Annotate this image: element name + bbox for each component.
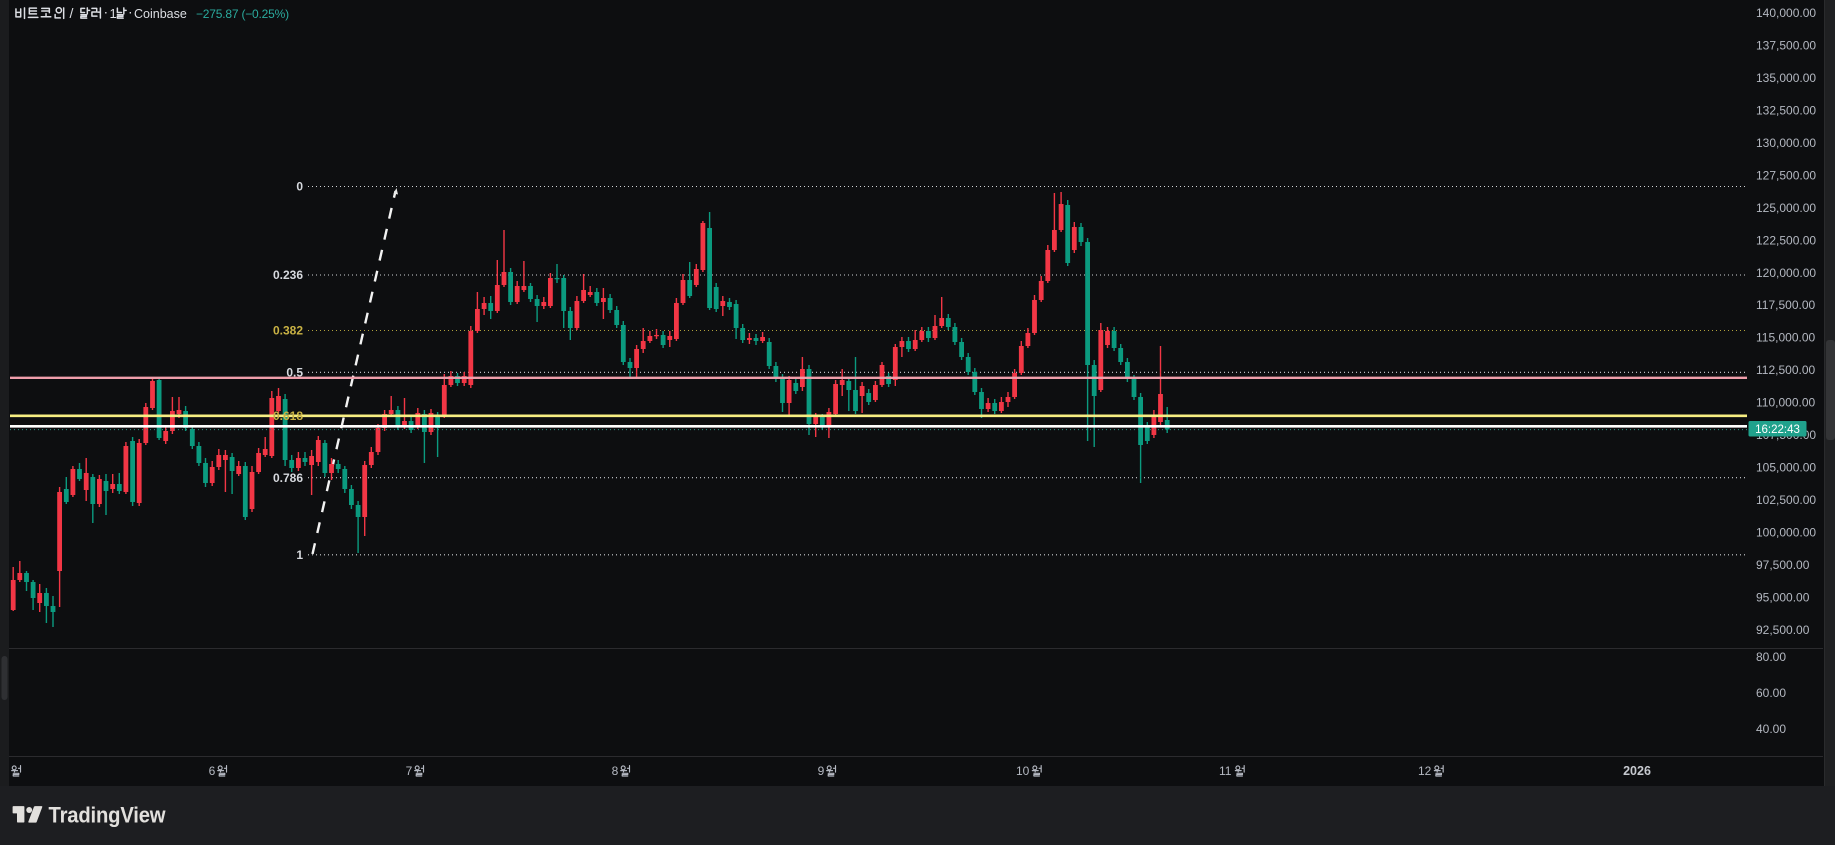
- svg-text:0.786: 0.786: [273, 471, 303, 485]
- svg-text:0.618: 0.618: [273, 409, 303, 423]
- svg-text:105,000.00: 105,000.00: [1756, 461, 1816, 475]
- svg-text:95,000.00: 95,000.00: [1756, 590, 1810, 604]
- svg-text:11: 11: [1219, 764, 1232, 778]
- svg-text:1: 1: [296, 548, 303, 562]
- svg-text:130,000.00: 130,000.00: [1756, 136, 1816, 150]
- svg-text:Coinbase: Coinbase: [134, 7, 187, 21]
- svg-text:0: 0: [296, 180, 303, 194]
- svg-text:16:22:43: 16:22:43: [1755, 424, 1800, 436]
- svg-text:120,000.00: 120,000.00: [1756, 266, 1816, 280]
- svg-text:0.5: 0.5: [286, 366, 303, 380]
- svg-text:110,000.00: 110,000.00: [1756, 396, 1815, 410]
- svg-text:0.382: 0.382: [273, 324, 303, 338]
- svg-text:135,000.00: 135,000.00: [1756, 71, 1816, 85]
- svg-text:140,000.00: 140,000.00: [1756, 6, 1816, 20]
- svg-text:100,000.00: 100,000.00: [1756, 525, 1816, 539]
- svg-text:125,000.00: 125,000.00: [1756, 201, 1816, 215]
- svg-text:40.00: 40.00: [1756, 722, 1786, 736]
- svg-text:/: /: [70, 5, 74, 21]
- svg-text:115,000.00: 115,000.00: [1756, 331, 1815, 345]
- svg-text:6: 6: [209, 764, 216, 778]
- svg-text:97,500.00: 97,500.00: [1756, 558, 1810, 572]
- svg-text:2026: 2026: [1623, 764, 1651, 778]
- svg-text:−275.87 (−0.25%): −275.87 (−0.25%): [196, 7, 289, 21]
- svg-text:80.00: 80.00: [1756, 650, 1786, 664]
- svg-text:132,500.00: 132,500.00: [1756, 104, 1816, 118]
- svg-text:137,500.00: 137,500.00: [1756, 39, 1816, 53]
- svg-text:TradingView: TradingView: [49, 803, 166, 828]
- svg-text:122,500.00: 122,500.00: [1756, 233, 1816, 247]
- svg-text:7: 7: [406, 764, 413, 778]
- svg-text:60.00: 60.00: [1756, 686, 1786, 700]
- svg-text:127,500.00: 127,500.00: [1756, 168, 1816, 182]
- svg-text:112,500.00: 112,500.00: [1756, 363, 1815, 377]
- svg-text:0.236: 0.236: [273, 268, 303, 282]
- svg-text:1: 1: [110, 6, 117, 21]
- svg-text:92,500.00: 92,500.00: [1756, 623, 1810, 637]
- svg-text:102,500.00: 102,500.00: [1756, 493, 1816, 507]
- svg-text:117,500.00: 117,500.00: [1756, 298, 1815, 312]
- svg-text:9: 9: [818, 764, 825, 778]
- svg-text:·: ·: [128, 4, 133, 20]
- svg-text:10: 10: [1016, 764, 1030, 778]
- svg-text:·: ·: [104, 4, 109, 20]
- svg-text:12: 12: [1418, 764, 1432, 778]
- svg-text:8: 8: [612, 764, 619, 778]
